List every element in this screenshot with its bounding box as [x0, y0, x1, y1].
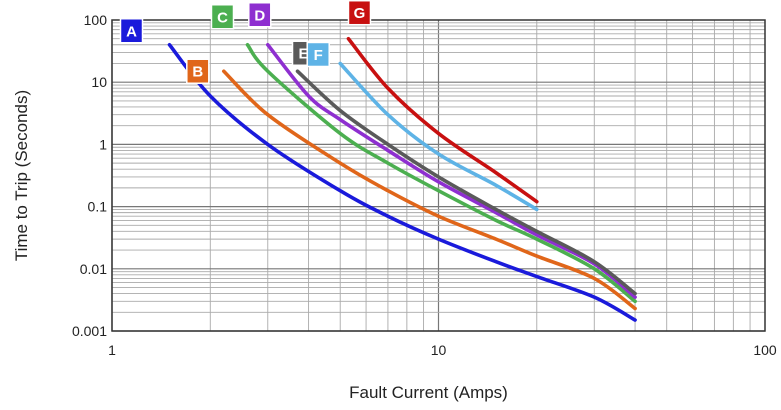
badge-c: [210, 4, 235, 30]
curve-c: [245, 42, 637, 304]
y-tick-label: 100: [84, 12, 108, 28]
grid-lines: [111, 20, 765, 332]
curve-b: [222, 69, 637, 311]
x-tick-label: 100: [753, 342, 777, 358]
badge-g: [347, 0, 372, 26]
badge-label-g: G: [354, 5, 366, 22]
badge-a: [119, 18, 144, 44]
badge-label-c: C: [217, 9, 228, 26]
badge-label-d: D: [254, 7, 265, 24]
badge-f: [306, 41, 330, 68]
x-tick-labels: 1 10 100: [108, 342, 777, 358]
badge-label-b: B: [192, 64, 203, 81]
y-tick-label: 0.001: [72, 323, 107, 339]
plot-frame: [111, 19, 766, 332]
x-tick-label: 10: [431, 342, 447, 358]
y-tick-label: 0.01: [80, 261, 107, 277]
curve-a: [167, 42, 637, 322]
curve-f: [338, 61, 539, 212]
x-axis-title: Fault Current (Amps): [349, 383, 508, 402]
x-tick-label: 1: [108, 342, 116, 358]
curve-e: [295, 69, 637, 296]
badge-b: [186, 58, 210, 84]
curves: [167, 36, 637, 322]
y-axis-title: Time to Trip (Seconds): [12, 90, 31, 261]
badge-d: [248, 2, 272, 28]
y-tick-labels: 0.001 0.01 0.1 1 10 100: [72, 12, 107, 339]
badge-label-f: F: [314, 47, 323, 64]
badge-label-a: A: [126, 23, 137, 40]
y-tick-label: 10: [91, 74, 107, 90]
curve-g: [346, 36, 539, 204]
y-tick-label: 1: [99, 136, 107, 152]
y-tick-label: 0.1: [88, 199, 108, 215]
curve-d: [265, 42, 637, 299]
badge-label-e: E: [299, 46, 309, 63]
series-badges: A B C D E F G: [119, 0, 372, 84]
